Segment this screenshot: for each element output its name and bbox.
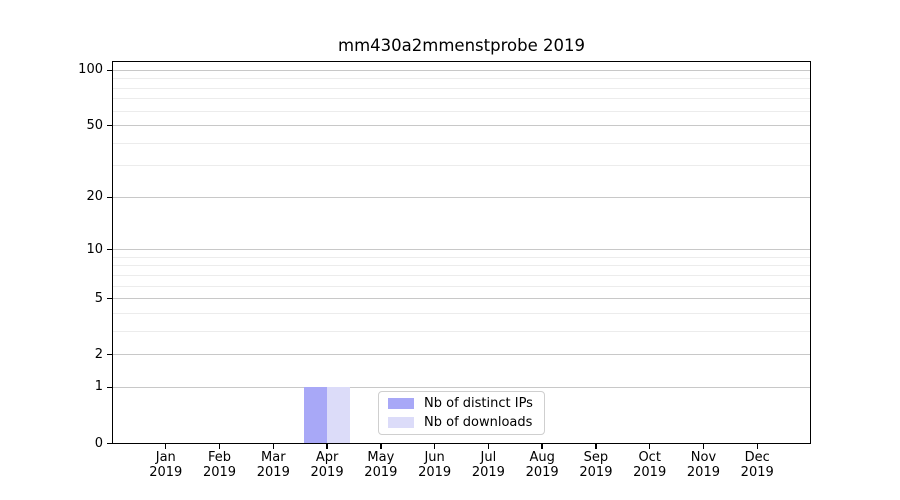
x-tickmark-may — [380, 443, 382, 449]
x-tickmark-jul — [487, 443, 490, 449]
plot-frame — [112, 60, 811, 444]
x-tick-month: Mar — [261, 449, 286, 465]
y-tickmark-1 — [106, 386, 112, 389]
x-tickmark-feb — [218, 443, 221, 449]
x-tick-label-jun: Jun 2019 — [399, 450, 471, 481]
x-tick-month: Aug — [529, 449, 555, 465]
gridline-1 — [113, 386, 810, 388]
y-tickmark-0 — [106, 442, 112, 445]
legend-label-distinct-ips: Nb of distinct IPs — [424, 395, 533, 411]
x-tick-label-jul: Jul 2019 — [452, 450, 524, 481]
x-tick-label-apr: Apr 2019 — [291, 450, 363, 481]
y-tick-label-0: 0 — [94, 435, 103, 451]
legend-item-downloads: Nb of downloads — [388, 414, 535, 430]
gridline-70 — [113, 98, 810, 100]
y-tick-label-100: 100 — [78, 62, 103, 78]
x-tick-year: 2019 — [525, 465, 559, 480]
x-tick-month: May — [367, 449, 395, 465]
gridline-8 — [113, 265, 810, 267]
x-tick-year: 2019 — [364, 465, 398, 480]
x-tick-label-aug: Aug 2019 — [506, 450, 578, 481]
y-tick-label-20: 20 — [86, 189, 103, 205]
x-tick-label-may: May 2019 — [345, 450, 417, 481]
x-tick-label-oct: Oct 2019 — [614, 450, 686, 481]
y-tickmark-20 — [106, 196, 112, 198]
x-tickmark-nov — [702, 443, 705, 449]
gridline-3 — [113, 330, 810, 332]
gridline-10 — [113, 249, 810, 251]
gridline-4 — [113, 312, 810, 314]
gridline-100 — [113, 69, 810, 71]
x-tickmark-oct — [648, 443, 651, 449]
gridline-50 — [113, 125, 810, 127]
x-tick-year: 2019 — [202, 465, 237, 480]
x-tick-label-jan: Jan 2019 — [130, 450, 202, 481]
legend: Nb of distinct IPs Nb of downloads — [378, 391, 545, 435]
x-tick-year: 2019 — [686, 465, 720, 480]
x-tick-month: Oct — [638, 449, 661, 465]
x-tick-year: 2019 — [579, 465, 613, 480]
y-tick-label-2: 2 — [94, 346, 103, 362]
x-tick-month: Sep — [583, 449, 609, 465]
gridline-7 — [113, 274, 810, 276]
x-tick-label-sep: Sep 2019 — [560, 450, 632, 481]
legend-swatch-distinct-ips — [388, 398, 414, 409]
gridline-9 — [113, 256, 810, 258]
x-tickmark-sep — [595, 443, 597, 449]
legend-label-downloads: Nb of downloads — [424, 414, 533, 430]
x-tickmark-dec — [756, 443, 758, 449]
gridline-5 — [113, 298, 810, 300]
x-tickmark-apr — [326, 443, 328, 449]
bar-apr-distinct-ips — [304, 387, 328, 444]
y-tick-label-1: 1 — [94, 379, 103, 395]
y-tick-label-50: 50 — [86, 117, 103, 133]
x-tickmark-mar — [272, 443, 274, 449]
x-tick-month: Dec — [744, 449, 770, 465]
y-tickmark-2 — [106, 353, 112, 356]
y-tickmark-5 — [106, 297, 112, 300]
x-tick-month: Jul — [480, 449, 497, 465]
gridline-6 — [113, 285, 810, 287]
x-tick-month: Apr — [315, 449, 339, 465]
x-tick-label-dec: Dec 2019 — [721, 450, 793, 481]
x-tick-year: 2019 — [471, 465, 505, 480]
x-tickmark-aug — [541, 443, 543, 449]
gridline-20 — [113, 196, 810, 198]
x-tick-label-feb: Feb 2019 — [184, 450, 256, 481]
x-tick-year: 2019 — [740, 465, 774, 480]
x-tick-label-mar: Mar 2019 — [237, 450, 309, 481]
x-tick-month: Jan — [155, 449, 176, 465]
legend-swatch-downloads — [388, 417, 414, 428]
gridline-60 — [113, 110, 810, 112]
y-tickmark-50 — [106, 124, 112, 127]
bar-apr-downloads — [327, 387, 350, 444]
x-tick-month: Feb — [208, 449, 232, 465]
x-tick-year: 2019 — [256, 465, 290, 480]
gridline-2 — [113, 354, 810, 356]
x-tick-year: 2019 — [310, 465, 344, 480]
x-tick-label-nov: Nov 2019 — [667, 450, 739, 481]
legend-item-distinct-ips: Nb of distinct IPs — [388, 395, 535, 411]
x-tick-month: Jun — [424, 449, 445, 465]
x-tick-year: 2019 — [633, 465, 667, 480]
x-tick-year: 2019 — [418, 465, 452, 480]
gridline-40 — [113, 142, 810, 144]
chart-title: mm430a2mmenstprobe 2019 — [338, 36, 585, 55]
y-tickmark-100 — [106, 69, 112, 71]
x-tick-year: 2019 — [149, 465, 183, 480]
x-tick-month: Nov — [690, 449, 717, 465]
gridline-80 — [113, 87, 810, 89]
x-tickmark-jun — [433, 443, 436, 449]
y-tick-label-10: 10 — [86, 241, 103, 257]
y-tickmark-10 — [106, 248, 112, 251]
gridline-30 — [113, 165, 810, 167]
gridline-90 — [113, 78, 810, 80]
y-tick-label-5: 5 — [94, 290, 103, 306]
x-tickmark-jan — [165, 443, 167, 449]
